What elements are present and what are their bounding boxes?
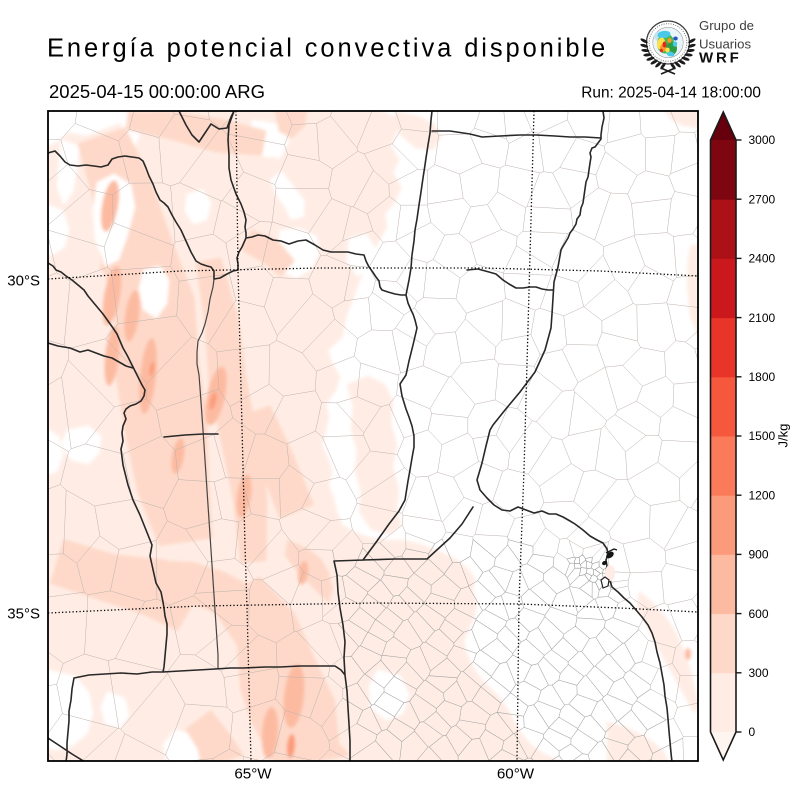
svg-text:0: 0 (749, 725, 756, 739)
svg-text:Run: 2025-04-14 18:00:00: Run: 2025-04-14 18:00:00 (581, 85, 761, 102)
svg-text:Energía potencial convectiva d: Energía potencial convectiva disponible (47, 34, 608, 62)
svg-text:1500: 1500 (749, 429, 776, 443)
svg-text:30°S: 30°S (7, 272, 40, 289)
svg-text:2400: 2400 (749, 252, 776, 266)
svg-text:600: 600 (749, 607, 769, 621)
svg-text:2025-04-15 00:00:00 ARG: 2025-04-15 00:00:00 ARG (49, 81, 265, 102)
svg-text:Usuarios: Usuarios (699, 36, 751, 51)
svg-text:2700: 2700 (749, 192, 776, 206)
svg-text:35°S: 35°S (7, 606, 40, 623)
svg-text:900: 900 (749, 548, 769, 562)
svg-text:2100: 2100 (749, 311, 776, 325)
svg-text:3000: 3000 (749, 133, 776, 147)
svg-text:60°W: 60°W (497, 765, 535, 782)
svg-text:1800: 1800 (749, 370, 776, 384)
svg-text:300: 300 (749, 666, 769, 680)
svg-text:1200: 1200 (749, 488, 776, 502)
svg-text:WRF: WRF (699, 50, 742, 67)
svg-text:65°W: 65°W (234, 765, 272, 782)
svg-text:Grupo de: Grupo de (699, 18, 754, 33)
svg-text:J/kg: J/kg (776, 424, 791, 448)
